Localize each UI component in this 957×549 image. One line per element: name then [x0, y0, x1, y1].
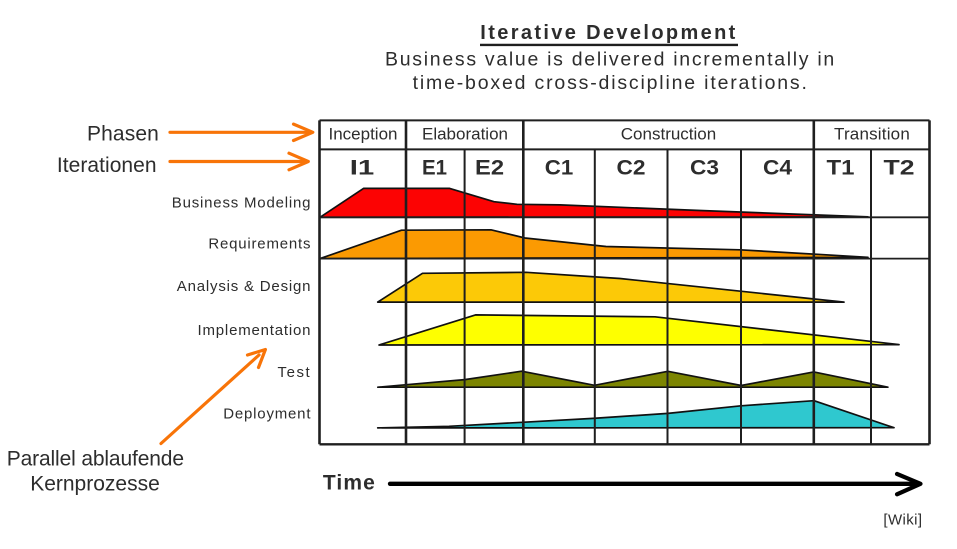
svg-text:C3: C3 [690, 156, 719, 179]
svg-text:C4: C4 [763, 156, 792, 179]
svg-text:Test: Test [278, 364, 312, 381]
svg-text:Kernprozesse: Kernprozesse [30, 473, 160, 496]
svg-text:Inception: Inception [329, 124, 398, 143]
svg-text:Elaboration: Elaboration [422, 124, 508, 143]
svg-text:Deployment: Deployment [223, 406, 311, 423]
svg-text:I1: I1 [350, 156, 375, 179]
svg-text:Business value is delivered in: Business value is delivered incrementall… [385, 48, 836, 70]
svg-text:[Wiki]: [Wiki] [883, 511, 922, 528]
svg-text:Transition: Transition [834, 124, 910, 143]
svg-text:C2: C2 [617, 156, 646, 179]
svg-text:E1: E1 [422, 156, 447, 179]
svg-text:Parallel ablaufende: Parallel ablaufende [7, 447, 184, 470]
svg-text:Implementation: Implementation [198, 322, 312, 339]
svg-text:Construction: Construction [621, 124, 716, 143]
svg-text:Iterative Development: Iterative Development [480, 22, 737, 44]
svg-text:Iterationen: Iterationen [57, 154, 157, 177]
svg-text:Analysis & Design: Analysis & Design [177, 278, 312, 295]
svg-text:T1: T1 [827, 156, 855, 179]
svg-text:time-boxed cross-discipline it: time-boxed cross-discipline iterations. [413, 72, 809, 94]
svg-text:Phasen: Phasen [87, 123, 159, 146]
svg-text:Business Modeling: Business Modeling [172, 194, 312, 211]
svg-text:Time: Time [323, 472, 376, 495]
svg-text:C1: C1 [545, 156, 574, 179]
svg-text:E2: E2 [475, 156, 504, 179]
svg-text:T2: T2 [884, 156, 915, 179]
svg-text:Requirements: Requirements [208, 236, 311, 253]
